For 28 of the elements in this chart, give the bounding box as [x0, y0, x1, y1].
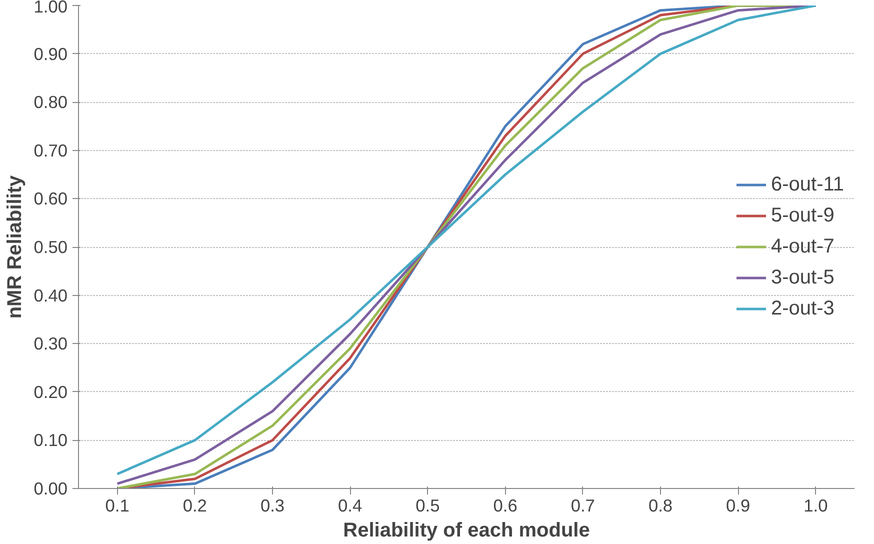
y-tick-label: 0.90 — [34, 44, 68, 64]
x-tick-label: 0.9 — [726, 496, 750, 516]
y-axis-title: nMR Reliability — [4, 174, 26, 319]
y-tick-label: 0.70 — [34, 140, 68, 160]
y-tick-label: 0.30 — [34, 334, 68, 354]
y-tick-label: 0.10 — [34, 430, 68, 450]
y-tick-label: 0.50 — [34, 237, 68, 257]
y-tick-label: 0.80 — [34, 92, 68, 112]
legend-label: 4-out-7 — [770, 235, 834, 258]
x-tick-label: 0.3 — [260, 496, 285, 516]
x-tick-label: 1.0 — [804, 496, 828, 516]
y-tick-label: 0.60 — [34, 188, 68, 209]
legend-label: 6-out-11 — [770, 173, 844, 196]
x-tick-label: 0.4 — [338, 496, 363, 516]
x-tick-label: 0.5 — [416, 496, 440, 516]
x-axis-title: Reliability of each module — [343, 520, 590, 542]
y-tick-label: 0.40 — [34, 285, 68, 306]
x-tick-label: 0.8 — [648, 496, 673, 516]
x-tick-label: 0.2 — [182, 496, 207, 516]
x-tick-label: 0.6 — [493, 496, 518, 516]
y-tick-label: 1.00 — [34, 0, 68, 16]
legend-label: 2-out-3 — [770, 297, 834, 320]
x-tick-label: 0.7 — [570, 496, 595, 516]
legend-label: 3-out-5 — [770, 266, 834, 289]
x-tick-label: 0.1 — [105, 496, 130, 516]
legend-label: 5-out-9 — [770, 204, 834, 227]
y-tick-label: 0.00 — [34, 478, 68, 498]
y-tick-label: 0.20 — [34, 382, 68, 402]
